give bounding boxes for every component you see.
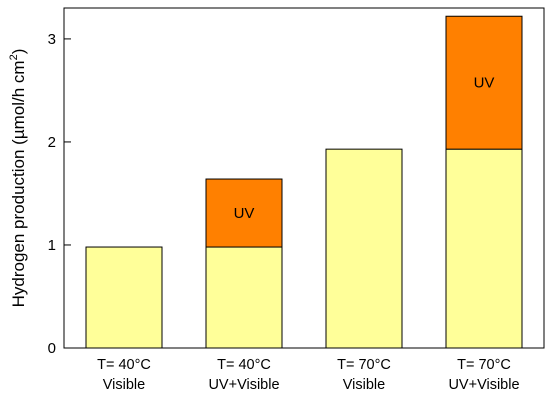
category-label: Visible bbox=[103, 377, 145, 393]
bar-segment bbox=[445, 148, 523, 349]
y-axis-label: Hydrogen production (µmol/h cm2) bbox=[8, 49, 28, 308]
bar-segment bbox=[325, 148, 403, 349]
category-label: UV+Visible bbox=[448, 377, 519, 393]
y-tick-label: 3 bbox=[48, 31, 56, 48]
bar-segment-label: UV bbox=[474, 75, 495, 92]
category-label: T= 40°C bbox=[97, 357, 151, 373]
bar-segment bbox=[445, 15, 523, 150]
y-tick-label: 1 bbox=[48, 237, 56, 254]
category-label: Visible bbox=[343, 377, 385, 393]
bars bbox=[85, 15, 523, 349]
y-tick-label: 0 bbox=[48, 340, 56, 357]
category-label: T= 70°C bbox=[337, 357, 391, 373]
bar-segment bbox=[85, 246, 163, 349]
y-tick-label: 2 bbox=[48, 134, 56, 151]
plot-frame bbox=[63, 7, 545, 349]
bar-segment bbox=[205, 178, 283, 248]
labels: 0 1 2 3 Hydrogen production (µmol/h cm2) T= 4… bbox=[8, 31, 520, 393]
category-label: T= 40°C bbox=[217, 357, 271, 373]
bar-segment-label: UV bbox=[234, 205, 255, 222]
category-label: UV+Visible bbox=[208, 377, 279, 393]
bar-segment bbox=[205, 246, 283, 349]
category-label: T= 70°C bbox=[457, 357, 511, 373]
